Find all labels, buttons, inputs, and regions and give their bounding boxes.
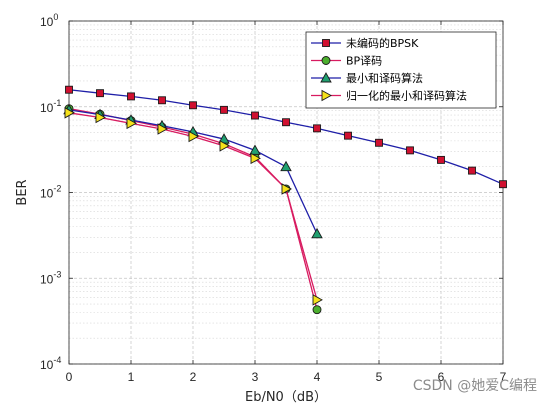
series-3-point: [311, 227, 323, 239]
series-4-point: [95, 111, 106, 124]
x-tick-label: 1: [128, 370, 135, 384]
y-axis-label: BER: [15, 179, 30, 205]
legend-label-4: 归一化的最小和译码算法: [346, 89, 467, 103]
x-tick-label: 6: [438, 370, 445, 384]
legend-marker-4: [321, 89, 332, 102]
series-layer: [63, 85, 507, 315]
series-1-point: [96, 89, 104, 98]
series-1-point: [406, 146, 414, 155]
series-4-point: [188, 130, 199, 143]
series-3-point: [280, 160, 292, 172]
legend-label-2: BP译码: [346, 55, 382, 68]
x-tick-label: 7: [500, 370, 507, 384]
legend-label-1: 未编码的BPSK: [346, 36, 419, 50]
x-tick-label: 3: [252, 370, 259, 384]
series-1-point: [313, 124, 321, 133]
y-tick-label: 10-4: [40, 355, 61, 372]
series-1-point: [189, 101, 197, 110]
x-tick-label: 4: [314, 370, 321, 384]
series-1-point: [65, 85, 73, 94]
series-4-point: [64, 107, 75, 119]
series-4-point: [250, 152, 261, 165]
y-tick-label: 10-1: [40, 98, 61, 115]
y-tick-label: 10-3: [40, 269, 61, 286]
legend-marker-1: [322, 39, 330, 47]
series-1-point: [282, 118, 290, 127]
series-3-point: [249, 144, 261, 155]
series-4-point: [157, 123, 168, 135]
x-tick-label: 0: [66, 370, 73, 384]
y-tick-label: 100: [40, 12, 58, 29]
series-4-point: [126, 117, 137, 130]
series-1-point: [499, 180, 507, 189]
series-1-point: [344, 131, 352, 140]
y-tick-label: 10-2: [40, 184, 61, 201]
series-4: [64, 107, 323, 306]
series-1-point: [127, 92, 135, 101]
series-4-point: [219, 140, 230, 152]
series-4-point: [312, 294, 323, 306]
legend-marker-3: [320, 72, 332, 83]
series-4-point: [281, 183, 292, 195]
legend-marker-2: [321, 56, 331, 65]
series-1-point: [158, 96, 166, 105]
x-axis-ticks: 0 1 2 3 4 5 6 7: [66, 21, 507, 384]
series-1-point: [468, 166, 476, 175]
series-1-point: [375, 138, 383, 147]
y-axis-ticks: 100 10-1 10-2 10-3 10-4: [40, 12, 503, 372]
x-tick-label: 5: [376, 370, 383, 384]
x-tick-label: 2: [190, 370, 197, 384]
series-2-point: [312, 305, 322, 315]
x-axis-label: Eb/N0（dB）: [245, 390, 327, 405]
series-1-point: [220, 105, 228, 114]
watermark: CSDN @她爱C编程: [412, 378, 537, 394]
series-1: [65, 85, 507, 189]
series-1-point: [437, 155, 445, 164]
legend-label-3: 最小和译码算法: [346, 71, 423, 85]
series-1-point: [251, 111, 259, 120]
